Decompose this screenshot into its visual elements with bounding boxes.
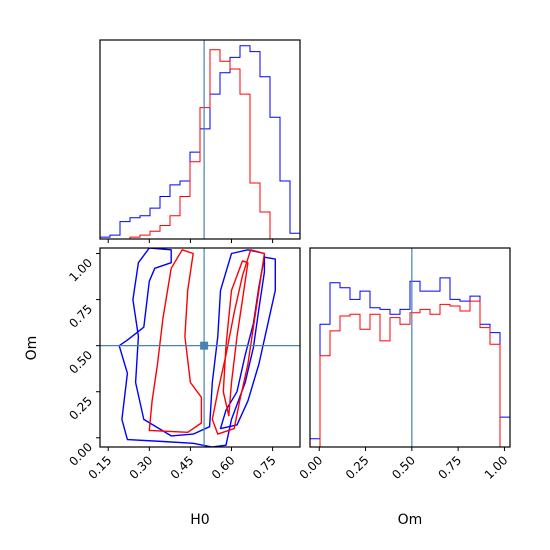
h0-histogram-ticks — [107, 239, 274, 243]
contour-red-level-1 — [148, 249, 203, 433]
truth-marker — [200, 341, 209, 350]
contour-red-level-2 — [211, 249, 266, 435]
om-histogram-frame — [309, 247, 511, 448]
contour-series — [118, 248, 276, 447]
om-x-axis-label: Om — [398, 512, 423, 528]
contour-frame — [99, 247, 301, 448]
h0-axis-label: H0 — [190, 512, 209, 528]
h0-histogram-red — [100, 49, 300, 240]
om-y-axis-label: Om — [24, 336, 40, 361]
contour-red-level-3 — [222, 260, 249, 417]
om-histogram-red — [310, 300, 510, 448]
om-histogram-series — [309, 277, 511, 448]
contour-blue-level-2 — [219, 256, 276, 430]
h0-histogram-series — [99, 45, 301, 240]
h0-histogram-frame — [99, 39, 301, 240]
h0-histogram-panel — [99, 39, 301, 243]
